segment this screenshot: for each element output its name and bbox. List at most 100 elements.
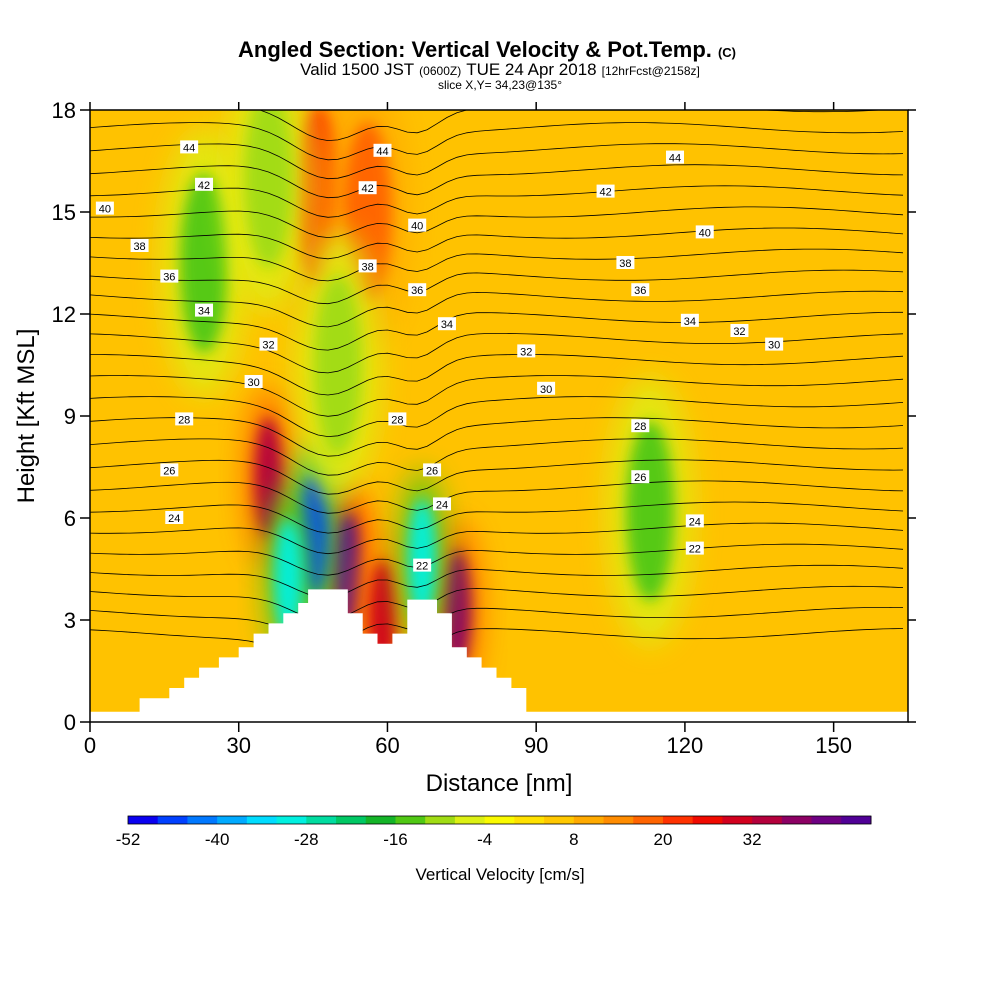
contour-label-text: 40: [99, 204, 111, 216]
contour-label-bg: [695, 225, 714, 239]
colorbar-swatch: [633, 816, 664, 824]
contour-label-text: 26: [163, 465, 175, 477]
colorbar-tick-label: -40: [205, 830, 230, 849]
colorbar-swatch: [514, 816, 545, 824]
contour-label: 40: [408, 218, 427, 233]
contour-label-bg: [631, 470, 650, 484]
colorbar: -52 -40 -28 -16 -4 8 20 32: [116, 815, 872, 849]
contour-label: 36: [160, 269, 179, 284]
colorbar-swatch: [692, 816, 723, 824]
chart-title: Angled Section: Vertical Velocity & Pot.…: [238, 37, 736, 62]
colorbar-label: Vertical Velocity [cm/s]: [415, 865, 584, 884]
contour-label: 38: [358, 259, 377, 273]
downdraft-core: [244, 110, 293, 268]
contour-label: 44: [373, 143, 392, 158]
contour-label: 28: [631, 419, 650, 433]
colorbar-swatch: [425, 816, 456, 824]
contour-label-bg: [631, 283, 650, 297]
theta-contour-line: [90, 628, 904, 668]
contour-label-bg: [388, 412, 407, 426]
contour-label: 26: [631, 470, 650, 484]
colorbar-swatch: [306, 816, 337, 824]
contour-label: 42: [195, 177, 214, 192]
subtitle-valid: Valid 1500 JST: [300, 60, 414, 79]
colorbar-swatch: [841, 816, 872, 824]
contour-label: 30: [537, 381, 556, 396]
contour-label: 36: [408, 283, 427, 297]
contour-label-text: 24: [436, 499, 448, 511]
plot-area: 22 22 24 24 24 26 26 26 28 28 28 30 30 30 32 32 32 34 34 34…: [90, 110, 908, 722]
contour-label-bg: [432, 497, 451, 511]
theta-contour-line: [90, 269, 904, 305]
x-tick-label: 30: [226, 733, 250, 758]
contour-label-bg: [160, 269, 179, 283]
contour-label-text: 28: [391, 414, 403, 426]
contour-label-text: 42: [198, 180, 210, 192]
contour-label-text: 36: [411, 285, 423, 297]
colorbar-frame: [127, 815, 872, 825]
contour-label: 22: [413, 558, 432, 573]
theta-contour-line: [90, 290, 904, 328]
slice-label: slice X,Y= 34,23@135°: [438, 78, 562, 92]
contour-label-text: 32: [262, 340, 274, 352]
contour-label-bg: [730, 324, 749, 337]
contour-label-text: 34: [684, 316, 696, 328]
theta-contour-line: [90, 311, 903, 351]
terrain-mask: [90, 589, 908, 722]
y-tick-label: 0: [64, 710, 76, 735]
subtitle-utc: (0600Z): [419, 64, 461, 78]
x-tick-label: 120: [667, 733, 704, 758]
contour-label-text: 42: [361, 183, 373, 195]
downdraft-core: [626, 421, 675, 602]
contour-label-bg: [596, 184, 615, 198]
contour-label-bg: [95, 201, 114, 215]
chart-subtitle: Valid 1500 JST (0600Z) TUE 24 Apr 2018 [12h…: [300, 60, 700, 79]
contour-label-bg: [631, 419, 650, 433]
y-tick-label: 6: [64, 506, 76, 531]
contour-label: 34: [437, 317, 456, 331]
contour-label-text: 38: [133, 241, 145, 253]
theta-contour-line: [90, 480, 904, 514]
colorbar-swatch: [722, 816, 753, 824]
contour-label-text: 34: [198, 306, 210, 318]
contour-label-text: 36: [634, 285, 646, 297]
contour-label: 42: [358, 181, 377, 195]
y-tick-label: 18: [52, 98, 76, 123]
theta-contour-line: [90, 564, 904, 599]
contour-label-bg: [765, 337, 784, 351]
colorbar-swatch: [157, 816, 188, 824]
colorbar-swatch: [246, 816, 278, 824]
theta-contour-line: [90, 438, 904, 476]
theta-contour-line: [90, 248, 904, 282]
contour-label-text: 30: [540, 384, 552, 396]
contour-label: 28: [388, 412, 407, 426]
contour-label-text: 24: [689, 516, 701, 528]
contour-label-text: 40: [411, 221, 423, 233]
contour-label-bg: [259, 337, 278, 351]
contour-label: 42: [596, 184, 615, 199]
y-tick-label: 3: [64, 608, 76, 633]
theta-contour-line: [90, 227, 904, 260]
contour-label-text: 44: [183, 142, 195, 154]
contour-label-text: 24: [168, 513, 180, 525]
downdraft-core: [274, 519, 303, 640]
contour-label-text: 30: [247, 377, 259, 389]
contour-label: 26: [160, 463, 179, 477]
theta-contour-line: [90, 396, 904, 438]
contour-label-text: 22: [689, 544, 701, 556]
contour-label-text: 22: [416, 561, 428, 573]
contour-label-bg: [165, 511, 184, 524]
contour-label: 40: [95, 201, 114, 216]
contour-label-text: 38: [361, 261, 373, 273]
contour-label-text: 44: [376, 146, 388, 158]
contour-label: 34: [680, 313, 699, 328]
colorbar-tick-label: -16: [383, 830, 408, 849]
contour-label: 30: [244, 375, 263, 389]
contour-label-text: 40: [699, 227, 711, 239]
contour-label-bg: [423, 463, 442, 477]
contour-label-bg: [685, 541, 704, 555]
colorbar-swatch: [395, 816, 426, 824]
theta-contour-line: [90, 501, 904, 534]
colorbar-tick-label: 32: [743, 830, 762, 849]
theta-contour-line: [90, 459, 904, 495]
